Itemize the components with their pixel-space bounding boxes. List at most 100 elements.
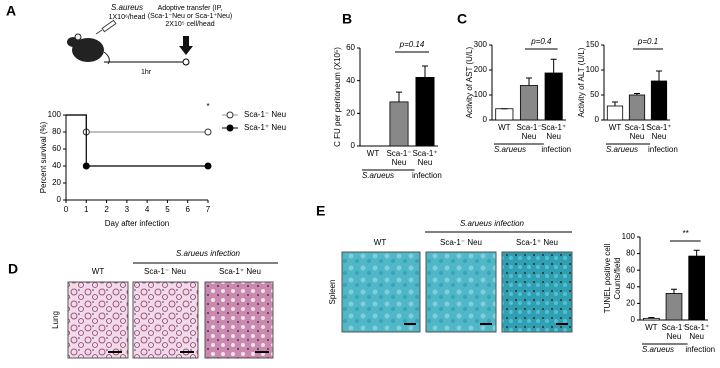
bar — [665, 293, 683, 321]
micrograph — [204, 281, 274, 359]
group-label: S.arueus — [362, 171, 394, 180]
column-label: Sca-1⁻ Neu — [440, 238, 482, 247]
point — [204, 128, 212, 136]
bar — [643, 317, 660, 321]
annotation: ** — [682, 229, 689, 238]
bar — [688, 255, 706, 321]
x-tick-label: Sca-1⁻ Neu — [624, 123, 649, 141]
micrograph — [501, 251, 573, 333]
x-tick-label: Sca-1⁻ Neu — [516, 123, 541, 141]
panel-label: B — [342, 11, 352, 27]
y-tick-label: 0 — [483, 115, 488, 124]
y-tick-label: 0 — [631, 315, 636, 324]
error-bar — [634, 93, 640, 95]
mouse-icon — [67, 33, 110, 65]
y-tick-label: 0 — [351, 141, 356, 150]
strain: S.aureus — [111, 3, 143, 12]
column-label: Sca-1⁺ Neu — [219, 267, 261, 276]
micrograph — [132, 281, 199, 359]
y-axis-label: TUNEL positive cell — [603, 244, 612, 314]
dose: 1X10⁶/head — [109, 14, 146, 21]
y-axis-label: C FU per peritoneum (X10⁵) — [333, 47, 342, 147]
y-tick-label: 300 — [474, 40, 488, 49]
point — [82, 162, 90, 170]
x-tick-label: 0 — [64, 205, 69, 214]
error-bar — [526, 77, 532, 86]
group-suffix: infection — [648, 145, 678, 154]
error-bar — [693, 249, 700, 257]
legend-marker — [226, 111, 234, 119]
annotation: * — [206, 102, 209, 111]
x-tick-label: Sca-1⁺ Neu — [684, 323, 709, 341]
x-tick-label: 3 — [125, 205, 130, 214]
micrograph — [341, 251, 421, 333]
x-tick-label: 1 — [84, 205, 89, 214]
error-bar — [671, 288, 677, 294]
group-suffix: infection — [541, 145, 571, 154]
bar — [415, 77, 435, 147]
y-tick-label: 60 — [346, 43, 355, 52]
y-tick-label: 100 — [622, 232, 636, 241]
y-tick-label: 60 — [626, 265, 635, 274]
legend-label: Sca-1⁺ Neu — [244, 123, 286, 132]
bar — [389, 101, 409, 147]
panel-label: D — [8, 261, 18, 277]
x-axis-label: Day after infection — [105, 219, 169, 228]
transfer-detail: (Sca-1⁻Neu or Sca-1⁺Neu) — [148, 13, 232, 20]
group-suffix: infection — [685, 345, 715, 354]
x-tick-label: WT — [609, 123, 622, 132]
y-axis-label: Activity of AST (U/L) — [465, 46, 474, 118]
x-tick-label: Sca-1⁺ Neu — [646, 123, 671, 141]
error-bar — [656, 70, 662, 81]
y-tick-label: 0 — [595, 115, 600, 124]
y-tick-label: 80 — [626, 249, 635, 258]
group-suffix: infection — [412, 171, 442, 180]
error-bar — [612, 101, 618, 106]
y-tick-label: 50 — [590, 90, 599, 99]
y-tick-label: 200 — [474, 65, 488, 74]
y-tick-label: 40 — [52, 161, 61, 170]
legend-label: Sca-1⁻ Neu — [244, 110, 286, 119]
column-label: WT — [374, 238, 387, 247]
row-label: Lung — [51, 311, 60, 329]
annotation: p=0.4 — [530, 37, 552, 46]
bar — [650, 80, 668, 121]
syringe-icon — [95, 19, 117, 35]
column-label: WT — [92, 267, 105, 276]
panel-label: E — [316, 203, 325, 219]
group-title: S.arueus infection — [460, 219, 525, 228]
arrow — [179, 36, 193, 55]
y-axis-label: Counts/field — [613, 257, 622, 299]
y-tick-label: 100 — [586, 65, 600, 74]
panel-label: C — [457, 11, 467, 27]
error-bar — [396, 91, 402, 102]
y-tick-label: 150 — [586, 40, 600, 49]
y-tick-label: 100 — [48, 110, 62, 119]
y-tick-label: 80 — [52, 127, 61, 136]
y-tick-label: 20 — [52, 178, 61, 187]
bar — [544, 72, 563, 121]
y-tick-label: 20 — [626, 299, 635, 308]
bar — [606, 105, 624, 121]
point — [204, 162, 212, 170]
y-tick-label: 40 — [346, 76, 355, 85]
bar — [628, 94, 646, 121]
cell-dose: 2X10⁵ cell/head — [165, 21, 214, 28]
group-label: S.arueus — [642, 345, 674, 354]
x-tick-label: 5 — [165, 205, 170, 214]
micrograph — [67, 281, 129, 359]
column-label: Sca-1⁻ Neu — [144, 267, 186, 276]
series-line — [66, 114, 208, 167]
time: 1hr — [141, 69, 152, 76]
group-label: S.arueus — [606, 145, 638, 154]
y-axis-label: Activity of ALT (U/L) — [577, 47, 586, 117]
x-tick-label: 7 — [206, 205, 211, 214]
column-label: Sca-1⁺ Neu — [516, 238, 558, 247]
x-tick-label: WT — [498, 123, 511, 132]
row-label: Spleen — [328, 280, 337, 305]
error-bar — [648, 317, 655, 319]
bar — [519, 85, 539, 121]
transfer: Adoptive transfer (IP, — [158, 5, 223, 12]
y-axis-label: Percent survival (%) — [39, 121, 48, 193]
